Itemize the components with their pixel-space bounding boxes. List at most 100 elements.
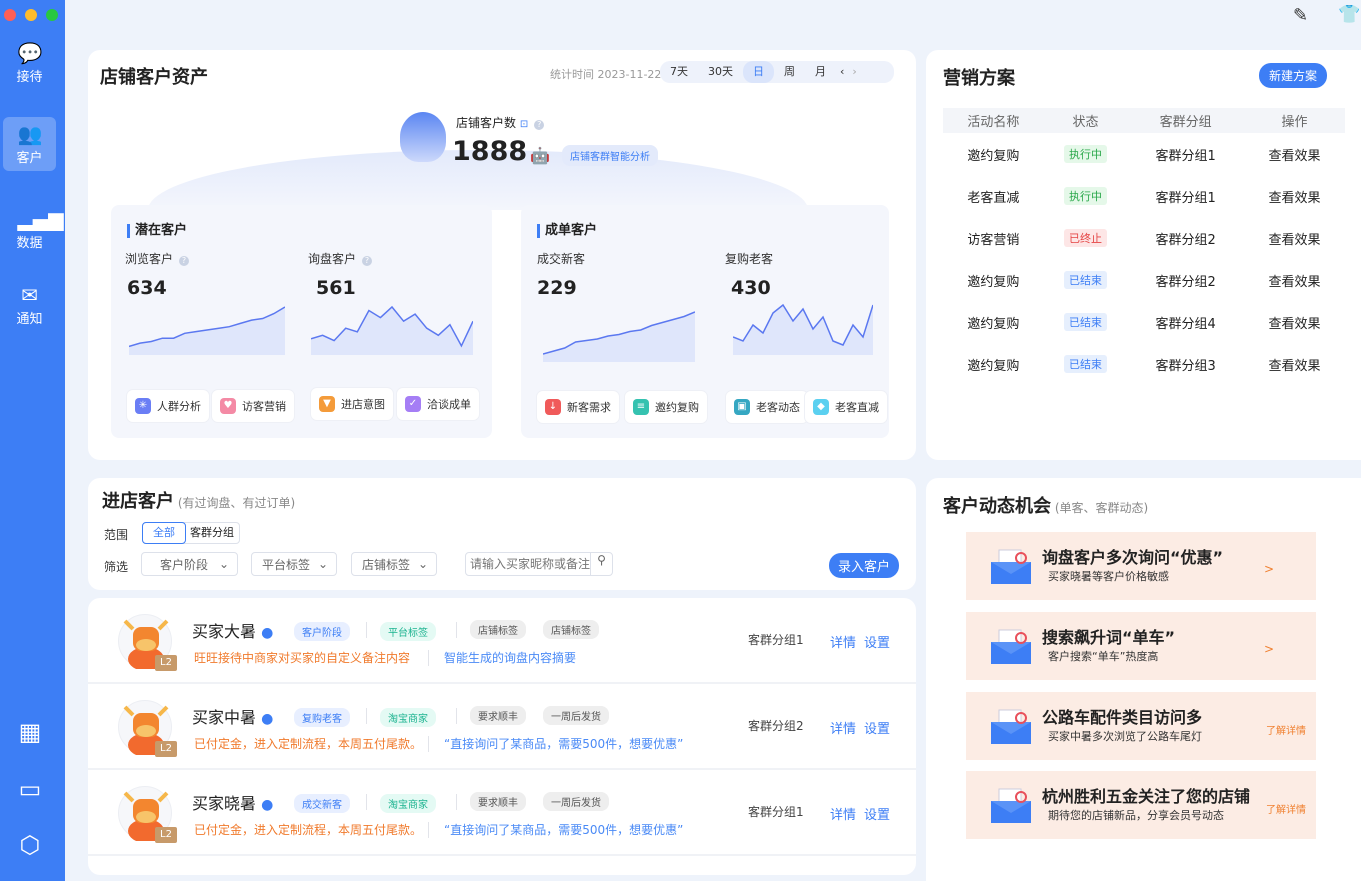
sidebar-item-data[interactable]: ▂▄▆ 数据 bbox=[3, 202, 63, 256]
detail-link[interactable]: 详情 bbox=[830, 722, 857, 737]
metric-value: 634 bbox=[127, 277, 167, 299]
prev-icon[interactable]: ‹ bbox=[840, 65, 845, 78]
level-badge: L2 bbox=[155, 741, 177, 757]
old-customer-discount-button[interactable]: ◆ 老客直减 bbox=[805, 391, 887, 423]
learn-more-link[interactable]: 了解详情 bbox=[1266, 805, 1306, 816]
customer-tag: 要求顺丰 bbox=[470, 792, 526, 811]
store-intent-button[interactable]: ▼ 进店意图 bbox=[311, 388, 393, 420]
trend-icon[interactable]: ⊡ bbox=[519, 119, 529, 130]
chat-bubble-icon: 💬 bbox=[17, 41, 43, 65]
store-tag-select[interactable]: 店铺标签 ⌄ bbox=[351, 552, 437, 576]
view-effect-link[interactable]: 查看效果 bbox=[1268, 316, 1321, 332]
add-customer-button[interactable]: 录入客户 bbox=[829, 553, 900, 578]
chevron-right-icon[interactable]: > bbox=[1263, 562, 1274, 576]
status-cell: 执行中 bbox=[1044, 133, 1127, 175]
grid-icon[interactable]: ▦ bbox=[18, 718, 42, 746]
opportunity-item[interactable]: 搜索飙升词“单车” 客户搜索“单车”热度高 > bbox=[966, 612, 1316, 680]
window-icon[interactable]: ▭ bbox=[18, 775, 42, 803]
sparkline-line bbox=[543, 311, 695, 355]
learn-more-link[interactable]: 了解详情 bbox=[1266, 726, 1306, 737]
range-selector: 7天 30天 日 周 月 ‹ › bbox=[660, 61, 894, 83]
view-effect-link[interactable]: 查看效果 bbox=[1268, 274, 1321, 290]
visitor-marketing-button[interactable]: ♥ 访客营销 bbox=[212, 390, 294, 422]
divider bbox=[428, 736, 429, 752]
search-input[interactable] bbox=[466, 553, 590, 575]
new-plan-button[interactable]: 新建方案 bbox=[1259, 63, 1328, 88]
settings-link[interactable]: 设置 bbox=[864, 808, 891, 823]
sidebar-item-label: 客户 bbox=[16, 151, 43, 166]
customer-stage-select[interactable]: 客户阶段 ⌄ bbox=[141, 552, 238, 576]
invite-repurchase-button[interactable]: ≡ 邀约复购 bbox=[625, 391, 707, 423]
select-value: 店铺标签 bbox=[362, 557, 411, 572]
scope-group[interactable]: 客群分组 bbox=[190, 526, 234, 539]
scope-all[interactable]: 全部 bbox=[142, 522, 186, 544]
customer-row[interactable]: L2 买家大暑 ● 客户阶段 平台标签 店铺标签 店铺标签 旺旺接待中商家对买家的自定… bbox=[88, 598, 916, 684]
group-cell: 客群分组2 bbox=[1155, 274, 1216, 290]
avatar[interactable]: L2 bbox=[118, 614, 177, 671]
search-box: ⚲ bbox=[465, 552, 613, 576]
view-effect-link[interactable]: 查看效果 bbox=[1268, 190, 1321, 206]
sidebar-item-customers[interactable]: 👥 客户 bbox=[3, 117, 56, 171]
negotiate-deal-button[interactable]: ✓ 洽谈成单 bbox=[397, 388, 479, 420]
edit-icon[interactable]: ✎ bbox=[1293, 5, 1309, 26]
new-customer-needs-button[interactable]: ↓ 新客需求 bbox=[537, 391, 619, 423]
view-effect-link[interactable]: 查看效果 bbox=[1268, 232, 1321, 248]
help-icon[interactable]: ? bbox=[534, 120, 545, 130]
download-icon: ↓ bbox=[545, 399, 561, 415]
range-week[interactable]: 周 bbox=[784, 65, 795, 78]
table-row: 邀约复购 已结束 客群分组3 查看效果 bbox=[943, 343, 1345, 385]
help-icon[interactable]: ? bbox=[362, 256, 373, 266]
chevron-right-icon[interactable]: > bbox=[1263, 642, 1274, 656]
sparkline-repurchase bbox=[733, 303, 873, 355]
verified-icon: ● bbox=[261, 797, 274, 813]
detail-link[interactable]: 详情 bbox=[830, 636, 857, 651]
view-effect-link[interactable]: 查看效果 bbox=[1268, 358, 1321, 374]
sidebar-item-reception[interactable]: 💬 接待 bbox=[3, 36, 56, 90]
avatar[interactable]: L2 bbox=[118, 700, 177, 757]
activity-name: 老客直减 bbox=[967, 190, 1020, 206]
hexagon-settings-icon[interactable]: ⬡ bbox=[19, 831, 41, 859]
group-cell: 客群分组2 bbox=[1155, 232, 1216, 248]
shirt-icon[interactable]: 👕 bbox=[1338, 4, 1361, 25]
heart-icon: ♥ bbox=[220, 398, 236, 414]
range-day[interactable]: 日 bbox=[743, 61, 774, 83]
panel-title: 成单客户 bbox=[537, 224, 597, 238]
verified-icon: ● bbox=[261, 711, 274, 727]
metric-value: 229 bbox=[537, 277, 577, 299]
maximize-window-button[interactable] bbox=[46, 9, 58, 21]
detail-link[interactable]: 详情 bbox=[830, 808, 857, 823]
minimize-window-button[interactable] bbox=[25, 9, 37, 21]
sidebar-item-notifications[interactable]: ✉ 通知 bbox=[3, 278, 56, 332]
crowd-analysis-button[interactable]: ✳ 人群分析 bbox=[127, 390, 209, 422]
old-customer-activity-button[interactable]: ▣ 老客动态 bbox=[726, 391, 808, 423]
opportunity-item[interactable]: 询盘客户多次询问“优惠” 买家晓暑等客户价格敏感 > bbox=[966, 532, 1316, 600]
customer-name-text: 买家晓暑 bbox=[192, 794, 257, 813]
customer-tag: 淘宝商家 bbox=[380, 794, 436, 813]
customer-row[interactable]: L2 买家中暑 ● 复购老客 淘宝商家 要求顺丰 一周后发货 已付定金，进入定制流程，… bbox=[88, 684, 916, 770]
help-icon[interactable]: ? bbox=[179, 256, 190, 266]
range-month[interactable]: 月 bbox=[815, 65, 826, 78]
settings-link[interactable]: 设置 bbox=[864, 722, 891, 737]
sidebar-item-label: 数据 bbox=[16, 236, 43, 251]
user-card-icon: ▣ bbox=[734, 399, 750, 415]
settings-link[interactable]: 设置 bbox=[864, 636, 891, 651]
platform-tag-select[interactable]: 平台标签 ⌄ bbox=[251, 552, 337, 576]
customer-row[interactable]: L2 买家晓暑 ● 成交新客 淘宝商家 要求顺丰 一周后发货 已付定金，进入定制流程，… bbox=[88, 770, 916, 856]
ai-analysis-button[interactable]: 店铺客群智能分析 bbox=[562, 145, 658, 166]
range-7d[interactable]: 7天 bbox=[670, 65, 688, 78]
search-icon[interactable]: ⚲ bbox=[590, 553, 612, 575]
metric-label: 浏览客户? bbox=[125, 250, 190, 267]
snowflake-icon: ✳ bbox=[135, 398, 151, 414]
range-30d[interactable]: 30天 bbox=[708, 65, 733, 78]
view-effect-link[interactable]: 查看效果 bbox=[1268, 148, 1321, 164]
customer-list bbox=[88, 598, 916, 875]
avatar[interactable]: L2 bbox=[118, 786, 177, 843]
opportunity-desc: 客户搜索“单车”热度高 bbox=[1048, 650, 1159, 663]
next-icon[interactable]: › bbox=[852, 65, 857, 78]
close-window-button[interactable] bbox=[4, 9, 16, 21]
divider bbox=[428, 822, 429, 838]
table-row: 邀约复购 已结束 客群分组2 查看效果 bbox=[943, 259, 1345, 301]
opportunity-item[interactable]: 杭州胜利五金关注了您的店铺 期待您的店铺新品，分享会员号动态 了解详情 bbox=[966, 771, 1316, 839]
opportunity-item[interactable]: 公路车配件类目访问多 买家中暑多次浏览了公路车尾灯 了解详情 bbox=[966, 692, 1316, 760]
customer-avatar-icon bbox=[400, 112, 446, 162]
